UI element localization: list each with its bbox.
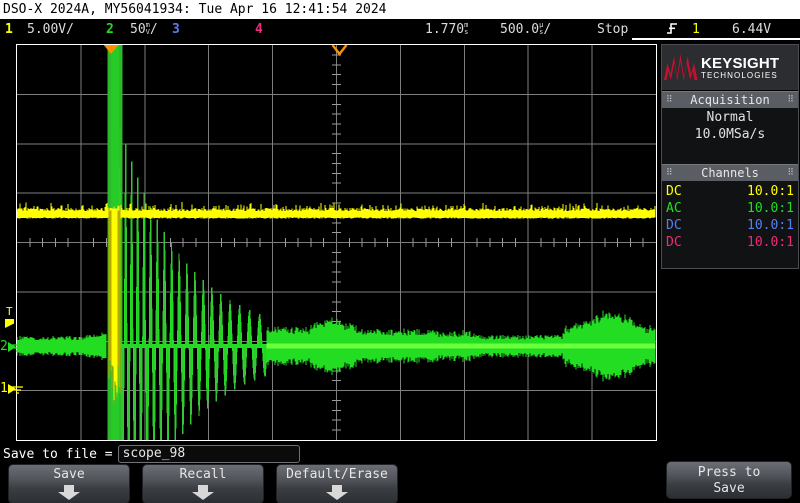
channels-section-header[interactable]: ⠿ Channels ⠿ bbox=[662, 164, 798, 181]
unit-base: s bbox=[464, 27, 469, 36]
channel-row-2[interactable]: AC 10.0:1 bbox=[662, 200, 798, 217]
channels-header-label: Channels bbox=[701, 166, 759, 180]
filename-input[interactable]: scope_98 bbox=[117, 445, 300, 463]
channel-2-ground-arrow-icon bbox=[7, 341, 16, 352]
channel-1-ground-arrow-icon bbox=[7, 383, 16, 394]
channel-2-number: 2 bbox=[106, 22, 114, 37]
channel-2-ground-symbol-icon bbox=[11, 344, 23, 352]
unit-base: s bbox=[539, 27, 544, 36]
trigger-group-underline bbox=[632, 38, 800, 40]
channel-2-scale[interactable]: 50 m V / bbox=[130, 19, 158, 40]
channel-4-coupling: DC bbox=[666, 235, 682, 250]
channel-row-3[interactable]: DC 10.0:1 bbox=[662, 217, 798, 234]
unit-base: V bbox=[145, 27, 150, 36]
reference-point-v-icon bbox=[331, 45, 348, 56]
channel-1-ground-marker[interactable]: 1 bbox=[0, 382, 24, 395]
grid-lines bbox=[17, 45, 656, 440]
instrument-title-bar: DSO-X 2024A, MY56041934: Tue Apr 16 12:4… bbox=[0, 0, 800, 19]
channels-section-body: DC 10.0:1 AC 10.0:1 DC 10.0:1 DC 10.0:1 bbox=[662, 181, 798, 253]
grip-right-icon: ⠿ bbox=[787, 95, 794, 105]
timebase-suffix: / bbox=[543, 22, 552, 37]
down-arrow-icon bbox=[326, 485, 348, 500]
channel-4-number: 4 bbox=[255, 22, 263, 37]
acquisition-section-header[interactable]: ⠿ Acquisition ⠿ bbox=[662, 91, 798, 108]
channel-3-coupling: DC bbox=[666, 218, 682, 233]
trigger-rising-edge-icon[interactable] bbox=[666, 19, 678, 40]
down-arrow-icon bbox=[192, 485, 214, 500]
channel-2-coupling: AC bbox=[666, 201, 682, 216]
keysight-logo-text: KEYSIGHT TECHNOLOGIES bbox=[701, 56, 779, 80]
horizontal-delay-readout[interactable]: 1.770 m s bbox=[425, 19, 468, 40]
grip-left-icon: ⠿ bbox=[666, 95, 673, 105]
channel-2-probe-ratio: 10.0:1 bbox=[747, 201, 794, 216]
waveform-display-area[interactable] bbox=[16, 44, 657, 441]
channel-3-indicator[interactable]: 3 bbox=[172, 19, 180, 40]
timebase-readout[interactable]: 500.0 µ s / bbox=[500, 19, 551, 40]
channel-2-ground-label: 2 bbox=[0, 339, 8, 354]
trigger-level-readout[interactable]: 6.44V bbox=[732, 22, 772, 37]
trigger-source-number[interactable]: 1 bbox=[692, 22, 700, 37]
channel-1-trace bbox=[17, 202, 656, 404]
trigger-level-label: T bbox=[6, 305, 13, 318]
keysight-wave-icon bbox=[664, 53, 698, 81]
channel-2-scale-suffix: / bbox=[149, 22, 158, 37]
channel-1-indicator[interactable]: 1 bbox=[5, 19, 13, 40]
save-to-file-row: Save to file = scope_98 bbox=[0, 444, 660, 464]
keysight-logo-line1: KEYSIGHT bbox=[701, 54, 780, 72]
channel-1-scale[interactable]: 5.00V/ bbox=[27, 22, 74, 37]
recall-button[interactable]: Recall bbox=[142, 464, 264, 503]
side-info-panel: KEYSIGHT TECHNOLOGIES ⠿ Acquisition ⠿ No… bbox=[661, 44, 799, 269]
channel-4-probe-ratio: 10.0:1 bbox=[747, 235, 794, 250]
status-bar: 1 5.00V/ 2 50 m V/ 3 4 1.770 m s 500.0 µ s / St… bbox=[0, 19, 800, 40]
trigger-position-marker[interactable] bbox=[103, 45, 119, 54]
press-to-save-line1: Press to bbox=[697, 465, 761, 480]
save-button-label: Save bbox=[53, 467, 85, 482]
trigger-level-marker[interactable]: T bbox=[0, 305, 15, 329]
channel-2-ground-marker[interactable]: 2 bbox=[0, 340, 24, 353]
acquisition-sample-rate: 10.0MSa/s bbox=[694, 127, 766, 142]
unit-prefix: µ bbox=[539, 20, 544, 29]
channel-1-number: 1 bbox=[5, 22, 13, 37]
timebase-value: 500.0 bbox=[500, 22, 540, 37]
channel-1-ground-symbol-icon bbox=[11, 386, 23, 394]
keysight-logo-line2: TECHNOLOGIES bbox=[701, 70, 778, 80]
recall-button-label: Recall bbox=[179, 467, 227, 482]
grip-left-icon: ⠿ bbox=[666, 168, 673, 178]
channel-1-coupling: DC bbox=[666, 184, 682, 199]
run-state-label[interactable]: Stop bbox=[597, 22, 629, 37]
grip-right-icon: ⠿ bbox=[787, 168, 794, 178]
waveform-plot[interactable] bbox=[17, 45, 656, 440]
save-button[interactable]: Save bbox=[8, 464, 130, 503]
channel-3-number: 3 bbox=[172, 22, 180, 37]
unit-prefix: m bbox=[464, 20, 469, 29]
acquisition-header-label: Acquisition bbox=[690, 93, 770, 107]
press-to-save-button[interactable]: Press to Save bbox=[666, 461, 792, 499]
unit-prefix: m bbox=[145, 20, 150, 29]
channel-1-ground-label: 1 bbox=[0, 381, 8, 396]
reference-point-marker[interactable] bbox=[331, 45, 348, 57]
delay-value: 1.770 bbox=[425, 22, 465, 37]
down-arrow-icon bbox=[58, 485, 80, 500]
channel-row-1[interactable]: DC 10.0:1 bbox=[662, 183, 798, 200]
channel-4-indicator[interactable]: 4 bbox=[255, 19, 263, 40]
channel-2-indicator[interactable]: 2 bbox=[106, 19, 114, 40]
save-to-file-label: Save to file = bbox=[3, 446, 113, 462]
acquisition-mode[interactable]: Normal bbox=[706, 110, 754, 125]
acquisition-section-body: Normal 10.0MSa/s bbox=[662, 108, 798, 145]
default-erase-button[interactable]: Default/Erase bbox=[276, 464, 398, 503]
press-to-save-line2: Save bbox=[713, 481, 745, 496]
trigger-rising-edge-glyph bbox=[667, 23, 677, 34]
trigger-position-triangle-icon bbox=[103, 45, 119, 54]
trigger-level-arrow-icon bbox=[5, 319, 14, 328]
channel-2-scale-value: 50 bbox=[130, 22, 146, 37]
channel-row-4[interactable]: DC 10.0:1 bbox=[662, 234, 798, 251]
keysight-logo: KEYSIGHT TECHNOLOGIES bbox=[662, 45, 798, 91]
channel-1-probe-ratio: 10.0:1 bbox=[747, 184, 794, 199]
channel-3-probe-ratio: 10.0:1 bbox=[747, 218, 794, 233]
default-erase-button-label: Default/Erase bbox=[286, 467, 388, 482]
